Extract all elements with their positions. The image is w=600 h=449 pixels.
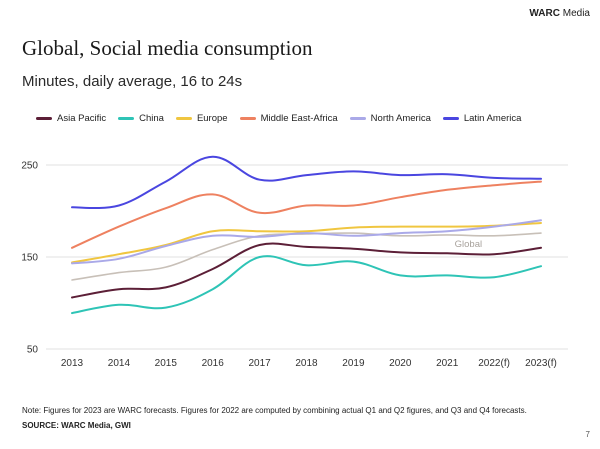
series-label-global: Global (455, 239, 482, 250)
series-line-europe (71, 222, 542, 264)
legend-item-north-america: North America (349, 113, 431, 124)
x-tick-label: 2023(f) (525, 358, 557, 369)
series-line-north-america (71, 219, 542, 265)
legend-label: Asia Pacific (57, 113, 107, 124)
y-tick-label: 250 (21, 161, 38, 172)
y-tick-label: 50 (27, 345, 39, 356)
chart-subtitle: Minutes, daily average, 16 to 24s (22, 73, 243, 90)
legend-swatch (442, 117, 459, 120)
x-tick-label: 2021 (436, 358, 459, 369)
legend-label: Europe (196, 113, 228, 124)
series-line-china (71, 255, 542, 315)
y-tick-label: 150 (21, 253, 38, 264)
brand-bold: WARC (529, 8, 560, 19)
brand-logo: WARC Media (529, 8, 590, 19)
legend-item-asia-pacific: Asia Pacific (36, 113, 106, 124)
legend-swatch (36, 117, 52, 120)
x-tick-label: 2017 (248, 358, 271, 369)
series-line-asia-pacific (71, 242, 542, 299)
page-number: 7 (585, 430, 590, 439)
legend-label: China (139, 113, 164, 124)
line-chart: 50 150 250 2013 2014 2015 2016 2017 2018 2019 2020… (21, 155, 568, 369)
legend-swatch (349, 117, 366, 120)
x-tick-label: 2022(f) (478, 358, 510, 369)
legend-swatch (239, 117, 256, 120)
chart-note: Note: Figures for 2023 are WARC forecast… (22, 406, 527, 415)
chart-source: SOURCE: WARC Media, GWI (22, 421, 131, 430)
legend-item-middle-east-africa: Middle East-Africa (239, 113, 338, 124)
legend-item-latin-america: Latin America (442, 113, 522, 124)
brand-rest: Media (562, 8, 590, 19)
legend-label: North America (370, 113, 431, 124)
legend-item-china: China (118, 113, 164, 124)
x-tick-label: 2016 (202, 358, 225, 369)
legend-swatch (118, 117, 135, 120)
x-tick-label: 2013 (61, 358, 84, 369)
chart-title: Global, Social media consumption (22, 36, 313, 60)
series-line-latin-america (71, 155, 542, 210)
x-tick-label: 2019 (342, 358, 365, 369)
legend-item-europe: Europe (175, 113, 228, 124)
legend-label: Middle East-Africa (260, 113, 338, 124)
legend-swatch (175, 117, 192, 120)
x-tick-label: 2015 (155, 358, 178, 369)
x-tick-label: 2018 (295, 358, 318, 369)
series-line-middle-east-africa (71, 180, 542, 249)
x-tick-label: 2020 (389, 358, 412, 369)
chart-legend: Asia Pacific China Europe Middle East-Afric… (36, 113, 533, 124)
x-tick-label: 2014 (108, 358, 131, 369)
legend-label: Latin America (463, 113, 522, 124)
